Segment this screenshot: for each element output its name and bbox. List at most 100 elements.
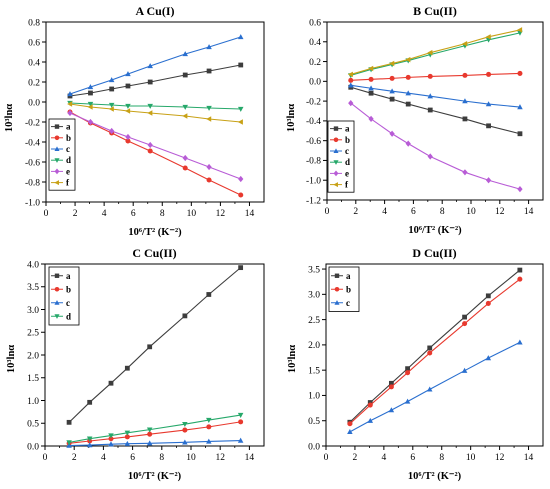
legend-label-d: d <box>66 311 71 321</box>
data-point-a <box>147 344 153 350</box>
data-point-c <box>461 367 468 373</box>
data-point-c <box>206 44 212 50</box>
data-point-e <box>348 99 354 107</box>
legend-marker-d <box>333 160 339 165</box>
y-axis-label: 10³lnα <box>286 104 297 132</box>
series-line-b <box>69 421 241 444</box>
data-point-a <box>368 90 374 96</box>
series-b <box>347 276 523 427</box>
x-tick-label: 10 <box>186 453 196 463</box>
data-point-b <box>367 402 373 408</box>
data-point-a <box>389 96 395 102</box>
data-point-e <box>109 127 115 135</box>
series-f <box>347 27 523 78</box>
data-point-e <box>485 177 492 184</box>
data-point-c <box>237 34 244 40</box>
x-tick-label: 14 <box>524 207 534 217</box>
x-axis-label: 10⁶/T² (K⁻²) <box>128 471 182 482</box>
data-point-b <box>147 431 153 437</box>
data-point-e <box>368 115 374 123</box>
legend: abc <box>328 266 360 312</box>
data-point-a <box>206 68 212 74</box>
legend-marker-a <box>334 273 340 278</box>
data-point-a <box>109 86 115 92</box>
series-a <box>67 62 244 99</box>
series-line-a <box>68 267 241 423</box>
data-point-c <box>517 339 523 345</box>
data-point-e <box>517 186 523 193</box>
series-line-a <box>349 269 521 423</box>
legend-marker-c <box>54 300 60 305</box>
legend-label-c: c <box>66 144 70 154</box>
legend-label-c: c <box>346 298 350 308</box>
data-point-d <box>125 103 131 109</box>
legend-marker-b <box>334 286 340 292</box>
series-line-d <box>69 102 241 110</box>
data-point-e <box>427 153 433 160</box>
data-point-c <box>206 438 212 444</box>
data-point-c <box>86 442 93 448</box>
series-line-b <box>349 278 521 425</box>
data-point-b <box>427 350 433 356</box>
data-point-c <box>67 91 73 97</box>
chart-panel-4: D Cu(II) 0 2 4 6 8 10 12 14 0.0 0.5 1.0 1.5 2.0 2.5 3.0… <box>287 246 544 482</box>
data-point-d <box>147 103 153 109</box>
y-tick-label: -1.2 <box>306 196 321 206</box>
x-tick-label: 4 <box>381 453 386 463</box>
x-tick-label: 0 <box>43 453 48 463</box>
x-tick-label: 0 <box>44 209 49 219</box>
data-point-f <box>517 27 523 33</box>
y-tick-label: 2.0 <box>27 351 39 361</box>
data-point-a <box>108 380 114 386</box>
data-point-b <box>348 77 354 83</box>
series-b <box>348 70 523 83</box>
x-tick-label: 6 <box>131 209 136 219</box>
legend-marker-c <box>334 300 340 305</box>
series-line-f <box>69 103 241 123</box>
data-point-c <box>108 77 115 83</box>
y-tick-label: 0.0 <box>308 442 320 452</box>
data-point-c <box>182 51 188 57</box>
y-axis-label: 10³lnα <box>4 104 15 132</box>
data-point-b <box>182 165 188 171</box>
x-tick-label: 2 <box>73 209 78 219</box>
data-point-c <box>347 428 353 435</box>
x-axis-label: 10⁶/T² (K⁻²) <box>408 471 462 482</box>
series-c <box>347 339 523 435</box>
y-tick-label: 3.5 <box>308 265 320 275</box>
data-point-d <box>108 102 115 108</box>
x-tick-label: 2 <box>353 453 358 463</box>
series-f <box>67 101 243 125</box>
data-point-d <box>237 106 244 112</box>
series-line-e <box>350 102 521 190</box>
y-tick-label: 0.0 <box>27 442 39 452</box>
data-point-b <box>405 74 411 80</box>
legend-marker-e <box>54 168 60 175</box>
y-tick-label: 1.0 <box>27 397 39 407</box>
data-point-b <box>124 434 130 440</box>
data-point-e <box>238 175 244 183</box>
legend-marker-a <box>54 273 60 278</box>
data-point-f <box>368 65 374 72</box>
y-tick-label: 0.5 <box>27 420 39 430</box>
y-tick-label: 0.5 <box>308 417 320 427</box>
data-point-b <box>108 436 114 442</box>
legend-marker-f <box>54 180 59 186</box>
data-point-b <box>182 427 188 433</box>
data-point-b <box>517 276 523 282</box>
data-point-a <box>462 116 468 122</box>
x-tick-label: 14 <box>245 209 255 219</box>
y-tick-label: 1.5 <box>308 366 320 376</box>
legend-marker-d <box>54 314 60 319</box>
data-point-d <box>146 427 153 433</box>
data-point-c <box>237 437 244 443</box>
data-point-c <box>405 90 411 96</box>
data-point-b <box>347 421 353 427</box>
plot-frame <box>325 263 544 447</box>
series-b <box>66 419 244 446</box>
x-tick-label: 8 <box>440 207 445 217</box>
x-tick-label: 14 <box>245 453 255 463</box>
y-tick-label: 2.5 <box>27 329 39 339</box>
